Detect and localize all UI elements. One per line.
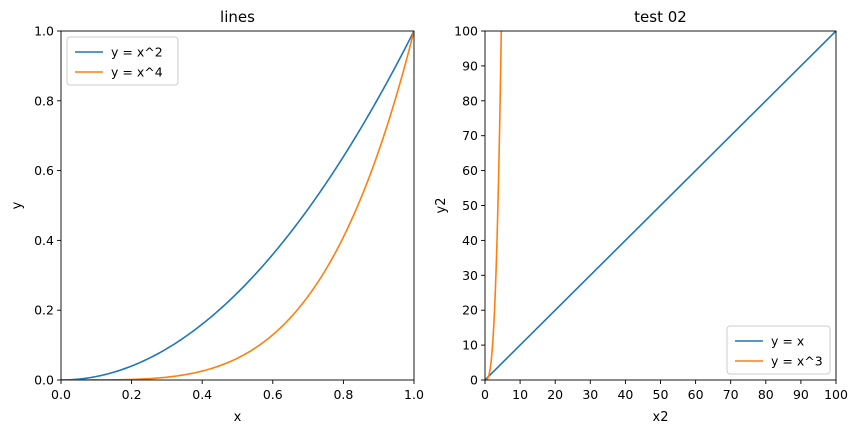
x-tick-label: 20: [547, 387, 563, 402]
chart-title: lines: [220, 8, 255, 26]
x-tick-label: 0.6: [263, 387, 283, 402]
x-tick-label: 0.0: [51, 387, 71, 402]
y-tick-label: 0.0: [34, 373, 54, 388]
y-tick-label: 100: [454, 24, 478, 39]
y-tick-label: 0.2: [34, 303, 54, 318]
x-axis-label: x: [234, 410, 242, 425]
x-tick-label: 0.4: [192, 387, 212, 402]
series-line-1: [61, 31, 414, 380]
y-tick-label: 0.6: [34, 163, 54, 178]
x-tick-label: 50: [653, 387, 669, 402]
x-tick-label: 80: [758, 387, 774, 402]
x-tick-label: 40: [617, 387, 633, 402]
right-chart-panel: 0 10 20 30 40 50 60 70 80 90 100 0 10 20 30 40 50 60 70 80 9…: [434, 8, 848, 425]
y-tick-label: 0.4: [34, 233, 54, 248]
left-chart-panel: 0.0 0.2 0.4 0.6 0.8 1.0 0.0 0.2 0.4 0.6 0.8 1.0 line…: [10, 8, 424, 425]
legend: y = x^2 y = x^4: [66, 36, 179, 86]
y-axis-label: y2: [434, 198, 449, 214]
x-tick-label: 0: [481, 387, 489, 402]
x-tick-label: 0.2: [122, 387, 142, 402]
y-axis-label: y: [10, 201, 25, 209]
x-tick-label: 10: [512, 387, 528, 402]
y-tick-label: 50: [462, 198, 478, 213]
legend-label-1: y = x: [771, 334, 804, 349]
y-tick-label: 1.0: [34, 24, 54, 39]
y-tick-label: 30: [462, 268, 478, 283]
x-tick-label: 0.8: [333, 387, 353, 402]
y-tick-label: 40: [462, 233, 478, 248]
y-tick-label: 60: [462, 163, 478, 178]
x-axis-label: x2: [653, 410, 669, 425]
x-tick-label: 30: [582, 387, 598, 402]
legend-label-1: y = x^2: [111, 45, 163, 60]
y-tick-label: 90: [462, 58, 478, 73]
y-tick-label: 0.8: [34, 93, 54, 108]
y-tick-label: 80: [462, 93, 478, 108]
x-tick-label: 1.0: [404, 387, 424, 402]
y-tick-label: 20: [462, 303, 478, 318]
x-tick-label: 60: [688, 387, 704, 402]
y-tick-label: 10: [462, 338, 478, 353]
y-tick-label: 0: [470, 373, 478, 388]
legend-box: [66, 36, 179, 86]
x-tick-label: 90: [793, 387, 809, 402]
series-line-1: [485, 31, 836, 380]
axes-frame: [60, 30, 415, 381]
chart-title: test 02: [634, 8, 687, 26]
series-line-2: [485, 31, 503, 380]
legend-label-2: y = x^4: [111, 65, 163, 80]
x-tick-label: 70: [723, 387, 739, 402]
legend: y = x y = x^3: [726, 325, 831, 375]
y-tick-label: 70: [462, 128, 478, 143]
x-tick-label: 100: [824, 387, 848, 402]
legend-label-2: y = x^3: [771, 354, 823, 369]
legend-box: [726, 325, 831, 375]
